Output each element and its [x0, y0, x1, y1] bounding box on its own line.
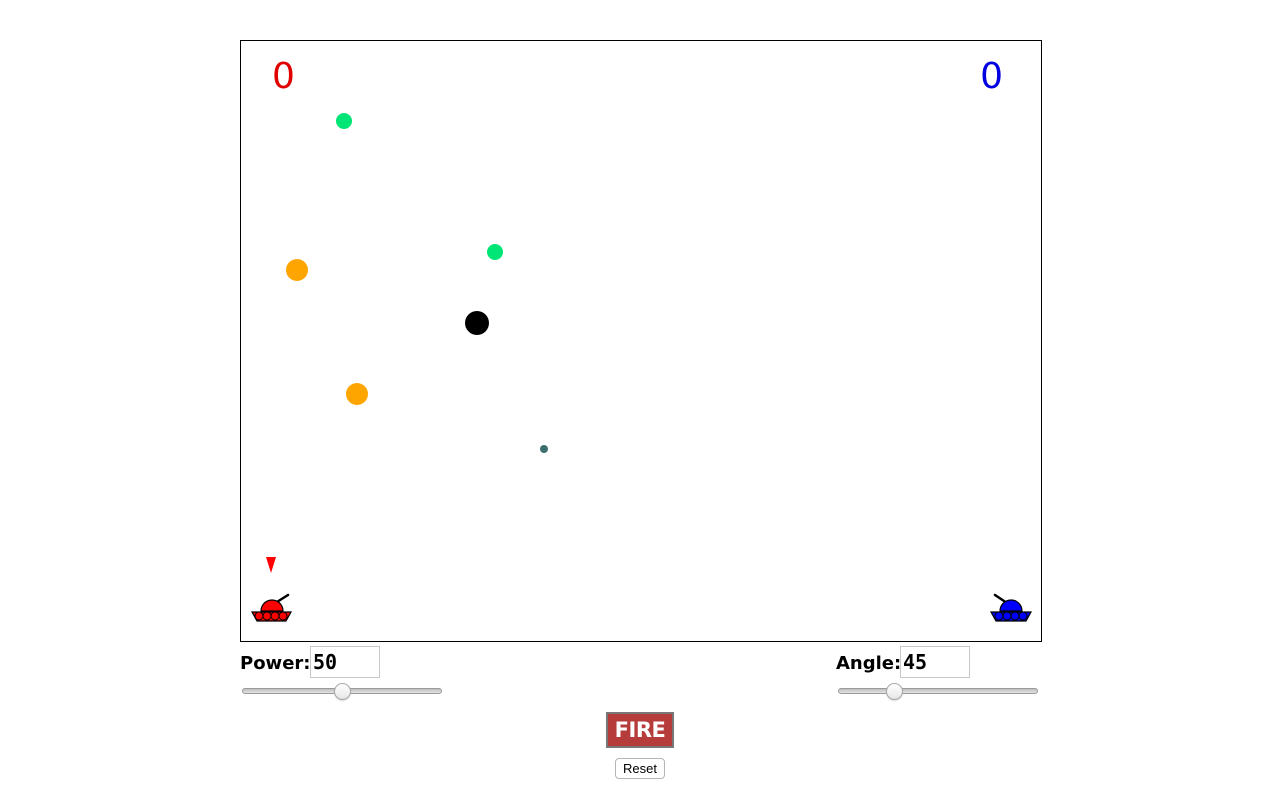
projectile	[540, 445, 548, 453]
game-canvas[interactable]: 0 0	[240, 40, 1042, 642]
blue-tank-icon	[989, 593, 1033, 622]
game-field	[250, 113, 1033, 622]
angle-slider[interactable]	[838, 683, 1038, 700]
power-slider[interactable]	[242, 683, 442, 700]
turn-indicator-icon	[266, 557, 276, 573]
orange-orb	[346, 383, 368, 405]
orange-orb	[286, 259, 308, 281]
power-slider-thumb[interactable]	[334, 683, 351, 700]
green-orb	[336, 113, 352, 129]
reset-button[interactable]: Reset	[615, 758, 665, 779]
red-tank-icon	[250, 593, 293, 622]
angle-slider-track[interactable]	[838, 688, 1038, 694]
angle-slider-thumb[interactable]	[885, 683, 903, 700]
power-label: Power:	[240, 653, 311, 674]
black-orb	[465, 311, 489, 335]
angle-input[interactable]	[900, 646, 970, 678]
angle-label: Angle:	[836, 653, 902, 674]
power-input[interactable]	[310, 646, 380, 678]
fire-button[interactable]: FIRE	[606, 712, 674, 748]
left-player-score: 0	[272, 56, 295, 97]
right-player-score: 0	[980, 56, 1003, 97]
green-orb	[487, 244, 503, 260]
